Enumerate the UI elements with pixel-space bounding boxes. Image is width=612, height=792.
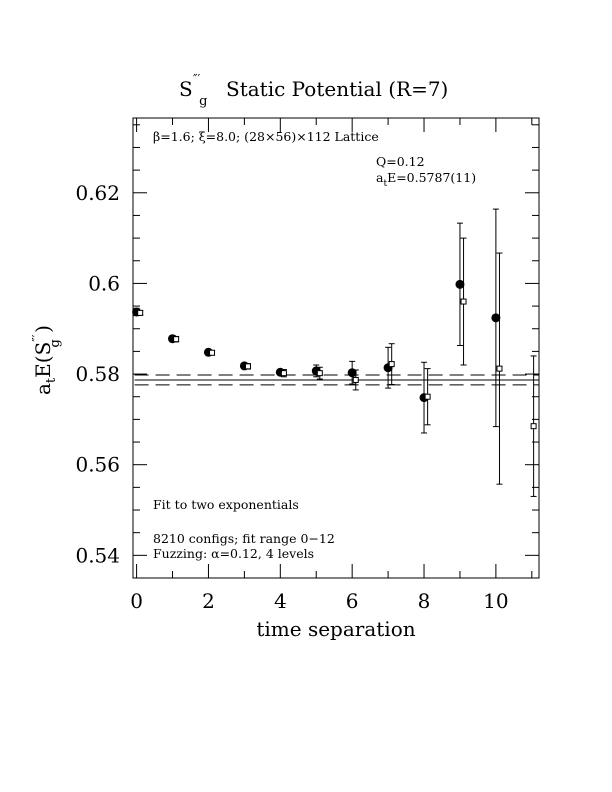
data-point-square (137, 309, 144, 316)
data-series (132, 208, 537, 497)
y-label-sub: g (48, 339, 63, 347)
data-point-square (352, 376, 359, 383)
y-tick-labels: 0.54 0.56 0.58 0.6 0.62 (75, 181, 120, 568)
y-label-post: ) (31, 325, 55, 339)
data-point-circle (455, 279, 465, 289)
fuzzing-annotation: Fuzzing: α=0.12, 4 levels (153, 546, 314, 561)
x-tick-label: 4 (274, 589, 287, 613)
configs-annotation: 8210 configs; fit range 0−12 (153, 531, 335, 546)
y-label-a-sub: t (44, 377, 59, 383)
fit-energy-annotation: atE=0.5787(11) (376, 170, 476, 189)
y-tick-label: 0.58 (75, 362, 120, 386)
q-annotation: Q=0.12 (376, 154, 425, 169)
y-tick-label: 0.56 (75, 453, 120, 477)
fit-band (134, 374, 539, 386)
fit-type-annotation: Fit to two exponentials (153, 497, 299, 512)
data-point-square (530, 423, 537, 430)
y-tick-label: 0.54 (75, 543, 120, 567)
x-tick-labels: 0 2 4 6 8 10 (130, 589, 508, 613)
x-tick-label: 10 (483, 589, 508, 613)
y-label-mid: E(S (31, 342, 55, 378)
y-tick-label: 0.62 (75, 181, 120, 205)
x-tick-label: 6 (346, 589, 359, 613)
y-axis-label: atE(S″′ g ) (30, 325, 63, 395)
y-label-a: a (31, 383, 55, 395)
data-point-square (280, 370, 287, 377)
y-tick-label: 0.6 (88, 271, 120, 295)
data-point-square (388, 361, 395, 368)
data-point-square (496, 365, 503, 372)
title-operator-sub: g (199, 94, 207, 109)
fit-energy-sub: t (383, 179, 387, 189)
y-label-sup: ″′ (30, 334, 44, 341)
fit-energy-value: E=0.5787(11) (387, 170, 476, 185)
title-operator: S (179, 77, 193, 101)
data-point-square (209, 349, 216, 356)
lattice-annotation: β=1.6; ξ=8.0; (28×56)×112 Lattice (153, 129, 379, 144)
title-rest: Static Potential (R=7) (226, 77, 448, 101)
data-point-square (244, 363, 251, 370)
axis-ticks (133, 118, 539, 578)
data-point-circle (491, 313, 501, 323)
data-point-square (460, 298, 467, 305)
data-point-square (424, 393, 431, 400)
chart-title: S g ″′ Static Potential (R=7) (179, 64, 448, 110)
data-point-square (173, 336, 180, 343)
fit-energy-a: a (376, 170, 384, 185)
x-tick-label: 8 (418, 589, 431, 613)
data-point-square (316, 370, 323, 377)
x-tick-label: 2 (202, 589, 215, 613)
x-tick-label: 0 (130, 589, 143, 613)
title-operator-sup: ″′ (193, 72, 200, 86)
x-axis-label: time separation (256, 617, 415, 641)
plot-frame (132, 117, 540, 579)
